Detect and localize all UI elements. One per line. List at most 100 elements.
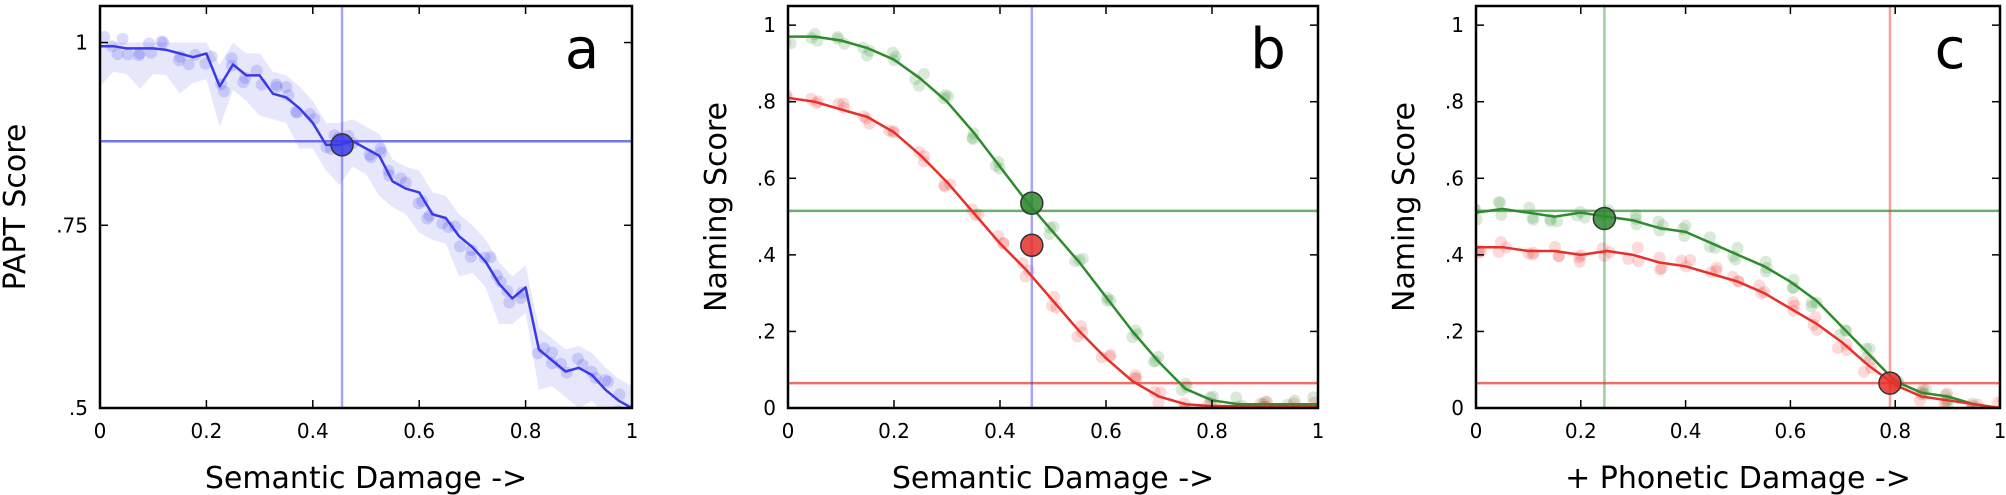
- replicate-point: [913, 79, 926, 92]
- y-tick-label: 0: [1451, 396, 1464, 420]
- replicate-point: [997, 237, 1010, 250]
- replicate-point: [1050, 301, 1063, 314]
- axes-frame: [786, 4, 1320, 410]
- series-line: [1476, 245, 2000, 408]
- replicate-point: [917, 68, 930, 81]
- x-tick-label: 0: [782, 419, 795, 443]
- replicate-point: [788, 37, 792, 49]
- y-tick-label: .6: [1445, 166, 1464, 190]
- x-tick-label: 1: [1312, 419, 1325, 443]
- replicate-point: [1675, 254, 1688, 267]
- replicate-point: [918, 149, 931, 162]
- x-tick-label: 0.4: [297, 419, 329, 443]
- series-line: [788, 96, 1318, 408]
- x-tick-label: 0.6: [403, 419, 435, 443]
- x-axis-label: Semantic Damage ->: [892, 461, 1214, 495]
- panel-c: 0 0.2 0.4 0.6 0.8 10.2.4.6.81+ Phonetic Damag…: [1387, 4, 2006, 495]
- replicate-point: [545, 357, 558, 370]
- replicate-point: [1652, 215, 1665, 228]
- y-axis-label: PAPT Score: [0, 124, 33, 291]
- x-axis-label: Semantic Damage ->: [205, 461, 527, 495]
- replicate-point: [1131, 328, 1144, 341]
- replicate-point: [1544, 215, 1557, 228]
- x-tick-label: 0.6: [1090, 419, 1122, 443]
- replicate-point: [1655, 262, 1668, 275]
- replicate-point: [1129, 324, 1142, 337]
- replicate-point: [887, 46, 900, 59]
- replicate-point: [1731, 241, 1744, 254]
- replicate-point: [1104, 348, 1117, 361]
- axes-frame: [98, 4, 634, 410]
- y-tick-label: .5: [69, 396, 88, 420]
- replicate-point: [1679, 219, 1692, 232]
- replicate-point: [837, 97, 850, 110]
- replicate-point: [1152, 350, 1165, 363]
- panel-label: b: [1250, 17, 1286, 82]
- replicate-point: [1805, 300, 1818, 313]
- replicate-point: [1494, 236, 1507, 249]
- y-tick-label: 1: [75, 31, 88, 55]
- replicate-point: [111, 48, 124, 61]
- replicate-point: [155, 35, 168, 48]
- replicate-point: [436, 217, 449, 230]
- panel-a: 0 0.2 0.4 0.6 0.8 1 .5 .75 1 Semantic Damage -> PA…: [0, 4, 638, 495]
- replicate-point: [374, 142, 387, 155]
- x-tick-label: 0.8: [510, 419, 542, 443]
- replicate-point: [1022, 264, 1035, 277]
- replicate-point: [1492, 245, 1505, 258]
- replicate-point: [989, 159, 1002, 172]
- replicate-point: [100, 30, 111, 43]
- replicate-point: [157, 36, 170, 49]
- replicate-point: [1527, 213, 1540, 226]
- replicate-point: [116, 32, 129, 45]
- plot-area: [788, 6, 1318, 408]
- highlight-marker: [1020, 233, 1044, 258]
- replicate-point: [465, 244, 478, 257]
- replicate-point: [1710, 261, 1723, 274]
- replicate-point: [250, 64, 263, 77]
- replicate-point: [515, 286, 528, 299]
- highlight-marker: [1878, 371, 1902, 395]
- replicate-point: [237, 76, 250, 89]
- replicate-point: [1152, 396, 1165, 408]
- y-tick-label: 1: [763, 13, 776, 37]
- series-line: [100, 44, 632, 408]
- replicate-point: [490, 269, 503, 282]
- replicate-point: [478, 251, 491, 264]
- replicate-point: [1859, 342, 1872, 355]
- replicate-point: [1307, 391, 1318, 404]
- replicate-point: [464, 250, 477, 263]
- replicate-point: [132, 49, 145, 62]
- axes-frame: [1474, 4, 2002, 410]
- x-tick-label: 0: [1470, 419, 1483, 443]
- replicate-point: [1494, 196, 1507, 209]
- replicate-point: [1622, 252, 1635, 265]
- replicate-point: [1598, 250, 1611, 263]
- y-tick-label: .75: [56, 213, 88, 237]
- series-line: [788, 35, 1318, 406]
- y-tick-label: .2: [757, 319, 776, 343]
- y-axis-label: Naming Score: [699, 102, 734, 312]
- replicate-point: [571, 352, 584, 365]
- series-line: [1476, 207, 2000, 408]
- replicate-point: [1095, 351, 1108, 364]
- replicate-point: [1573, 255, 1586, 268]
- y-tick-label: .4: [757, 243, 776, 267]
- highlight-marker: [1020, 191, 1044, 215]
- highlight-marker: [330, 133, 354, 157]
- replicate-point: [1551, 215, 1564, 228]
- plot-area: [1476, 6, 2000, 408]
- replicate-point: [1787, 296, 1800, 309]
- x-tick-label: 0.2: [1565, 419, 1597, 443]
- x-tick-label: 0.2: [878, 419, 910, 443]
- x-tick-label: 1: [1994, 419, 2006, 443]
- replicate-point: [1476, 213, 1483, 226]
- replicate-point: [1807, 318, 1820, 331]
- replicate-point: [280, 80, 293, 93]
- replicate-point: [453, 240, 466, 253]
- x-tick-label: 0.4: [1670, 419, 1702, 443]
- replicate-point: [142, 37, 155, 50]
- replicate-point: [121, 48, 134, 61]
